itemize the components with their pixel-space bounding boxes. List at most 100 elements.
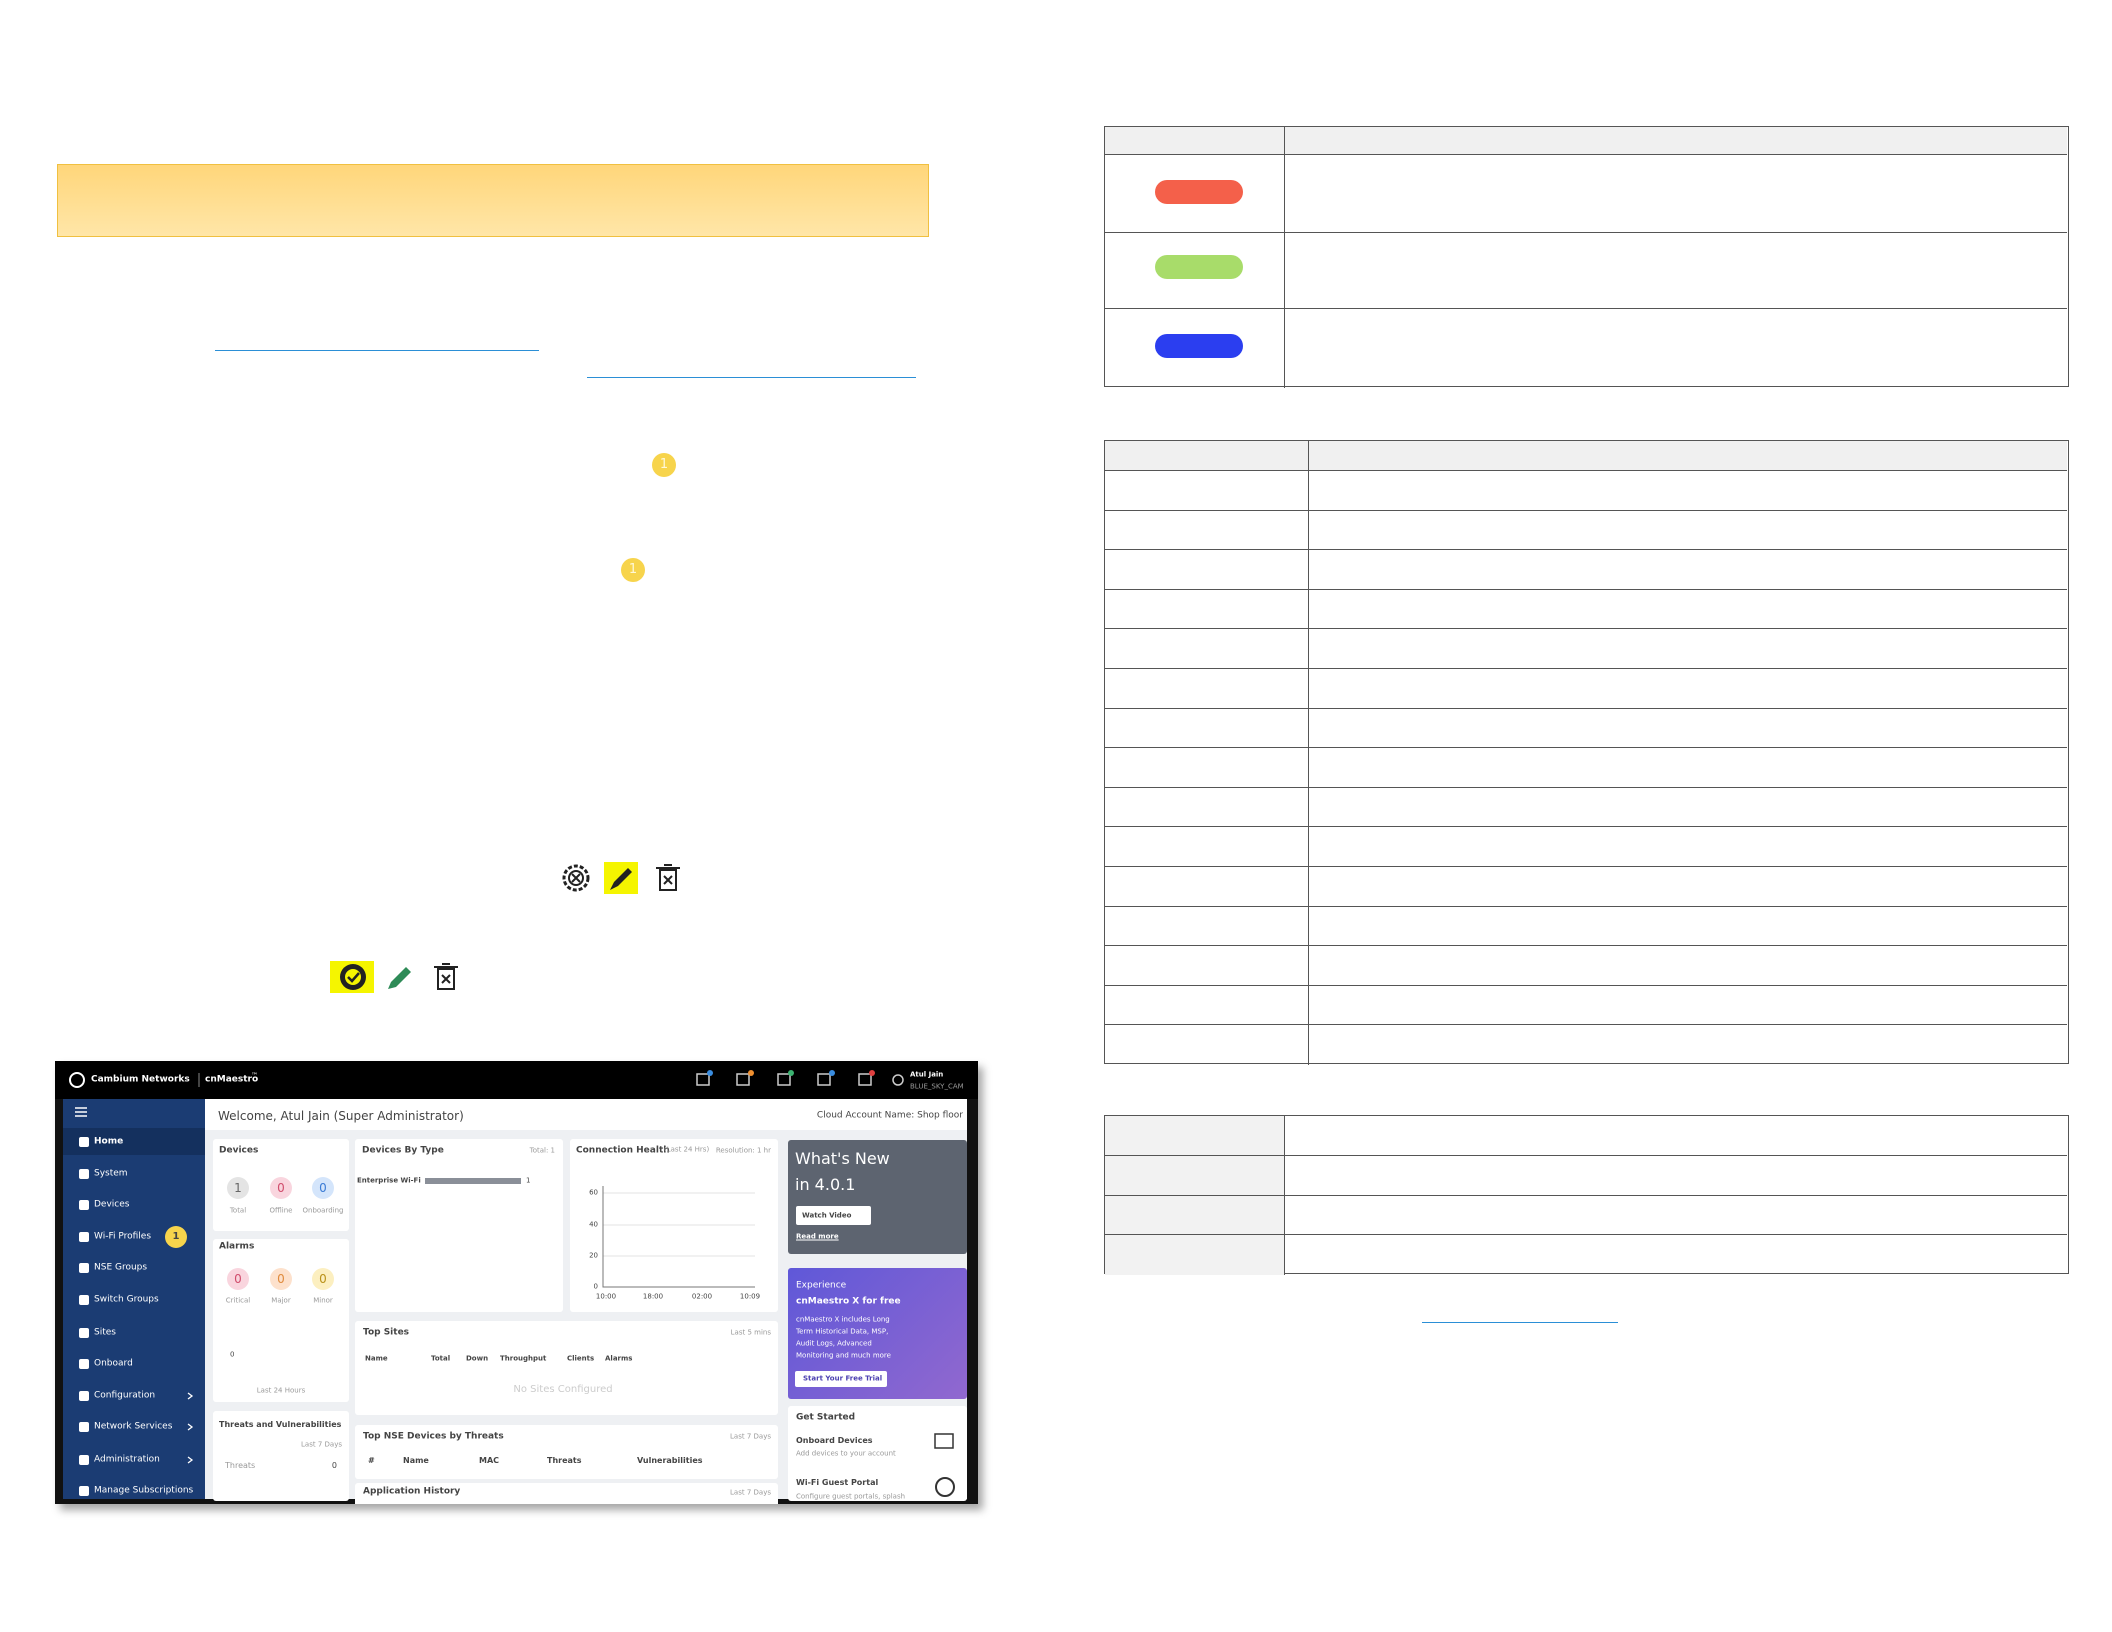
user-name: Atul Jain — [910, 1070, 944, 1079]
whats-new-title: What's New — [795, 1149, 890, 1168]
promo-text: Monitoring and much more — [796, 1351, 891, 1360]
menu-item[interactable]: Devices — [94, 1199, 130, 1210]
app-screenshot: Cambium Networks cnMaestro ™ Atul Jain BLUE_… — [55, 1061, 978, 1504]
label: Threats — [225, 1461, 256, 1470]
cloud-account: Cloud Account Name: Shop floor — [816, 1110, 963, 1121]
whats-new-card — [788, 1140, 967, 1254]
table-cell — [1285, 1235, 2067, 1275]
table-cell — [1105, 629, 1309, 669]
menu-item[interactable]: Network Services — [94, 1421, 173, 1432]
type-name: Enterprise Wi-Fi — [357, 1176, 421, 1185]
status-pill — [1155, 334, 1243, 358]
menu-icon — [79, 1232, 89, 1242]
card-title: Threats and Vulnerabilities — [219, 1420, 342, 1429]
table-cell — [1105, 233, 1285, 309]
column-header: Total — [431, 1354, 451, 1363]
menu-badge: 1 — [172, 1231, 180, 1242]
count-circle — [270, 1268, 292, 1290]
table-cell — [1285, 1156, 2067, 1196]
empty-state: No Sites Configured — [513, 1384, 613, 1395]
count: 0 — [234, 1272, 242, 1286]
count-circle — [270, 1177, 292, 1199]
step-badge: 1 — [652, 453, 676, 477]
table-cell — [1105, 441, 1309, 471]
card-title: Devices By Type — [362, 1145, 444, 1156]
table-cell — [1105, 906, 1309, 947]
product: cnMaestro — [205, 1074, 259, 1085]
alarms-card — [213, 1239, 349, 1402]
legend-table — [1104, 126, 2069, 388]
period: (Last 24 Hrs) — [664, 1145, 710, 1154]
card-title: Top Sites — [363, 1327, 410, 1338]
item-title: Onboard Devices — [796, 1436, 873, 1445]
table-cell — [1285, 1116, 2067, 1156]
note-banner — [57, 164, 929, 237]
count-label: Total — [229, 1206, 247, 1215]
table-cell — [1309, 709, 2067, 749]
x-tick-label: 10:09 — [739, 1292, 761, 1301]
top-bar — [55, 1061, 978, 1099]
menu-item[interactable]: NSE Groups — [94, 1262, 148, 1273]
column-header: Down — [466, 1354, 489, 1363]
promo-heading: Experience — [796, 1280, 847, 1291]
menu-item[interactable]: Home — [94, 1136, 124, 1147]
option-table — [1104, 1115, 2069, 1275]
table-cell — [1309, 867, 2067, 907]
menu-icon — [79, 1422, 89, 1432]
top-bar-icons — [69, 1070, 904, 1088]
table-cell — [1105, 1025, 1309, 1065]
threats-card — [213, 1411, 349, 1501]
x-tick-label: 10:00 — [595, 1292, 617, 1301]
period: Last 7 Days — [730, 1488, 771, 1497]
table-cell — [1105, 589, 1309, 630]
card-title: Get Started — [796, 1412, 856, 1423]
trademark: ™ — [251, 1071, 258, 1080]
table-cell — [1309, 986, 2067, 1026]
trial-button[interactable] — [795, 1371, 887, 1387]
watch-video-button[interactable] — [796, 1206, 871, 1225]
menu-item[interactable]: Wi-Fi Profiles — [94, 1231, 152, 1242]
table-cell — [1105, 1235, 1285, 1275]
column-header: # — [368, 1456, 375, 1465]
menu-item[interactable]: Sites — [94, 1327, 116, 1338]
card-title: Alarms — [219, 1241, 255, 1252]
menu-item[interactable]: System — [94, 1168, 128, 1179]
table-cell — [1105, 550, 1309, 590]
x-tick-label: 18:00 — [642, 1292, 664, 1301]
menu-icon — [79, 1137, 89, 1147]
field-table — [1104, 440, 2069, 1065]
top-nse-card — [355, 1425, 778, 1479]
button-label: Watch Video — [802, 1211, 852, 1220]
table-cell — [1105, 827, 1309, 867]
card-title: Connection Health — [576, 1145, 670, 1156]
table-cell — [1285, 233, 2067, 309]
account-id: BLUE_SKY_CAM — [910, 1082, 964, 1091]
menu-item[interactable]: Manage Subscriptions — [94, 1485, 194, 1496]
menu-item[interactable]: Switch Groups — [94, 1294, 159, 1305]
health-chart-axes — [602, 1186, 755, 1288]
count: 0 — [277, 1272, 285, 1286]
table-cell — [1105, 787, 1309, 828]
table-cell — [1309, 471, 2067, 511]
count-circle — [312, 1268, 334, 1290]
y-tick-label: 60 — [589, 1188, 598, 1197]
count-label: Major — [271, 1296, 291, 1305]
table-cell — [1309, 669, 2067, 709]
period: Last 7 Days — [301, 1440, 342, 1449]
item-text: Configure guest portals, splash — [796, 1492, 906, 1501]
table-cell — [1105, 708, 1309, 749]
table-cell — [1105, 1195, 1285, 1236]
menu-item[interactable]: Administration — [94, 1454, 160, 1465]
x-tick-label: 02:00 — [691, 1292, 713, 1301]
item-text: Add devices to your account — [796, 1449, 896, 1458]
table-cell — [1285, 155, 2067, 233]
table-cell — [1105, 985, 1309, 1026]
button-label: Start Your Free Trial — [803, 1374, 883, 1383]
menu-icon — [79, 1200, 89, 1210]
promo-text: Audit Logs, Advanced — [796, 1339, 872, 1348]
link-underline — [587, 377, 916, 378]
menu-item[interactable]: Configuration — [94, 1390, 156, 1401]
table-cell — [1309, 827, 2067, 867]
promo-text: Term Historical Data, MSP, — [796, 1327, 889, 1336]
menu-item[interactable]: Onboard — [94, 1358, 133, 1369]
